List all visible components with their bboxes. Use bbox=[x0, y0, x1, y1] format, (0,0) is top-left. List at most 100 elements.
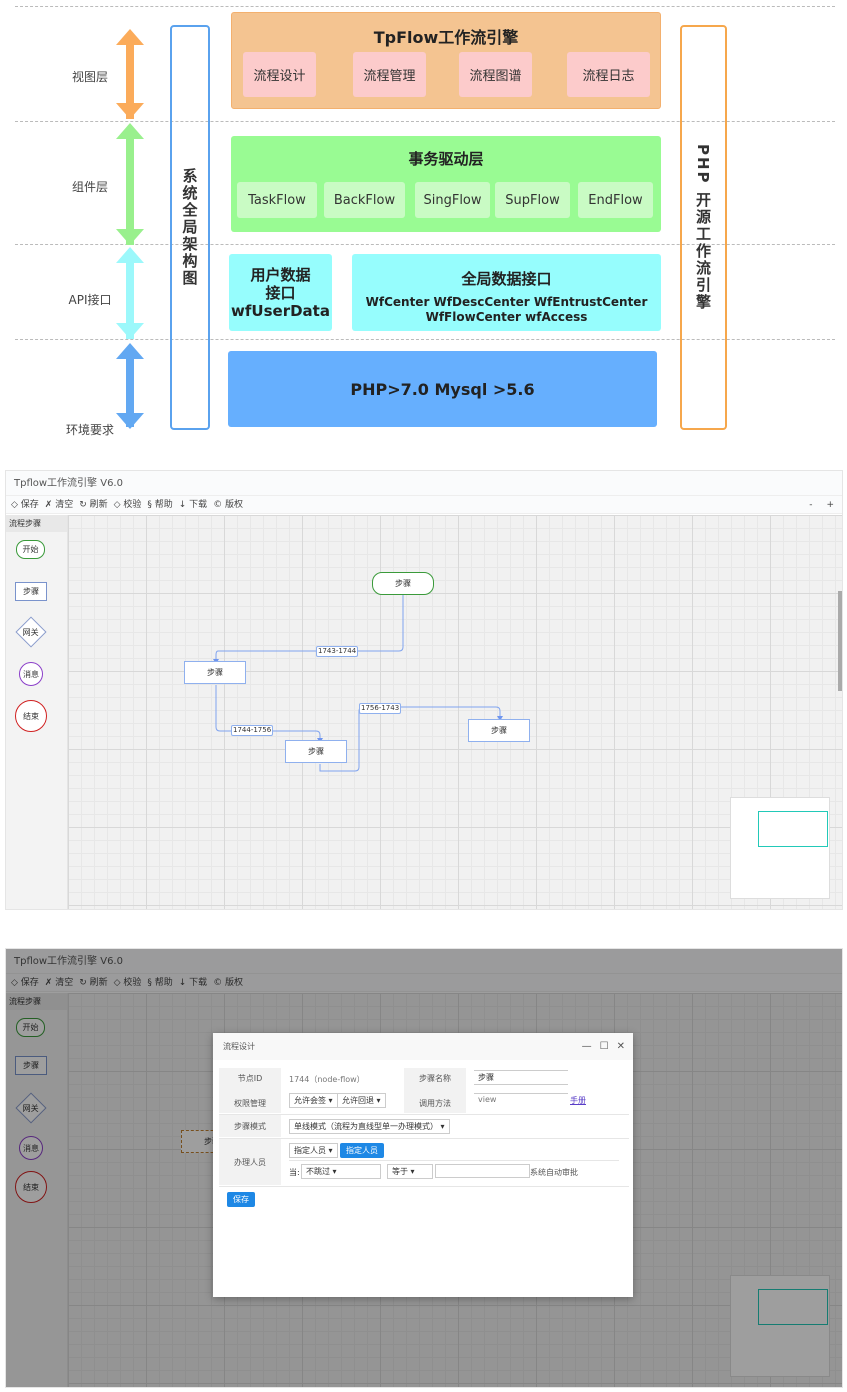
component-item: BackFlow bbox=[324, 182, 405, 218]
labels-block-2: 步骤名称 调用方法 bbox=[404, 1068, 466, 1113]
validate-button[interactable]: ◇ 校验 bbox=[113, 500, 142, 510]
step-name-input[interactable]: 步骤 bbox=[474, 1070, 568, 1085]
rollback-value: 允许回退 bbox=[342, 1096, 374, 1105]
global-data-api-title: 全局数据接口 bbox=[461, 270, 552, 288]
minimize-icon[interactable]: — bbox=[581, 1041, 592, 1052]
view-item: 流程图谱 bbox=[459, 52, 532, 97]
minimap-viewport[interactable] bbox=[758, 1289, 828, 1325]
layer-label: 组件层 bbox=[71, 180, 108, 194]
mode-label: 步骤模式 bbox=[219, 1115, 281, 1137]
palette-title: 流程步骤 bbox=[6, 993, 67, 1010]
app-title: Tpflow工作流引擎 V6.0 bbox=[6, 471, 842, 496]
user-data-api-box: 用户数据接口 wfUserData bbox=[229, 254, 332, 331]
save-button[interactable]: ◇ 保存 bbox=[11, 500, 39, 510]
rollback-select[interactable]: 允许回退 ▾ bbox=[337, 1093, 386, 1108]
palette-end[interactable]: 结束 bbox=[15, 700, 47, 732]
component-item: EndFlow bbox=[578, 182, 653, 218]
palette-start[interactable]: 开始 bbox=[16, 540, 45, 559]
clear-button[interactable]: ✗ 清空 bbox=[44, 500, 74, 510]
method-input[interactable]: view bbox=[474, 1093, 568, 1105]
flow-node-start[interactable]: 步骤 bbox=[372, 572, 434, 595]
close-icon[interactable]: ✕ bbox=[616, 1041, 625, 1052]
palette-message[interactable]: 消息 bbox=[19, 662, 43, 686]
minimap[interactable] bbox=[730, 1275, 830, 1377]
layer-arrows-icon bbox=[116, 29, 144, 429]
component-item: SupFlow bbox=[495, 182, 570, 218]
flow-node[interactable]: 步骤 bbox=[285, 740, 347, 763]
palette-gateway-label: 网关 bbox=[23, 627, 39, 637]
edge-label[interactable]: 1743-1744 bbox=[316, 646, 359, 657]
method-label: 调用方法 bbox=[419, 1098, 451, 1108]
palette-step[interactable]: 步骤 bbox=[15, 1056, 47, 1075]
step-name-label: 步骤名称 bbox=[419, 1073, 451, 1083]
edge-label[interactable]: 1744-1756 bbox=[231, 725, 274, 736]
download-button[interactable]: ↓ 下载 bbox=[178, 978, 208, 988]
refresh-button[interactable]: ↻ 刷新 bbox=[79, 500, 108, 510]
maximize-icon[interactable]: ☐ bbox=[599, 1041, 609, 1052]
countersign-value: 允许会签 bbox=[294, 1096, 326, 1105]
refresh-button[interactable]: ↻ 刷新 bbox=[79, 978, 108, 988]
handler-select[interactable]: 指定人员 ▾ bbox=[289, 1143, 338, 1158]
app-title: Tpflow工作流引擎 V6.0 bbox=[6, 949, 842, 974]
help-button[interactable]: § 帮助 bbox=[147, 978, 173, 988]
condition-value-2: 等于 bbox=[392, 1167, 408, 1176]
layer-label: 视图层 bbox=[71, 70, 108, 84]
edges bbox=[213, 594, 503, 772]
left-banner: 系统全局架构图 bbox=[170, 25, 210, 430]
palette-start[interactable]: 开始 bbox=[16, 1018, 45, 1037]
palette-title: 流程步骤 bbox=[6, 515, 67, 532]
manual-link[interactable]: 手册 bbox=[570, 1096, 586, 1105]
mode-value: 单线模式（流程为直线型单一办理模式） bbox=[294, 1122, 438, 1131]
global-data-api-items: WfCenter WfDescCenter WfEntrustCenter Wf… bbox=[365, 295, 648, 324]
toolbar: ◇ 保存 ✗ 清空 ↻ 刷新 ◇ 校验 § 帮助 ↓ 下载 © 版权 - + bbox=[6, 496, 842, 514]
flow-node[interactable]: 步骤 bbox=[468, 719, 530, 742]
palette-end[interactable]: 结束 bbox=[15, 1171, 47, 1203]
flow-node[interactable]: 步骤 bbox=[184, 661, 246, 684]
copyright-button[interactable]: © 版权 bbox=[213, 978, 244, 988]
handler-value: 指定人员 bbox=[294, 1146, 326, 1155]
flow-designer-dialog-view: Tpflow工作流引擎 V6.0 ◇ 保存 ✗ 清空 ↻ 刷新 ◇ 校验 § 帮… bbox=[5, 948, 843, 1388]
condition-value-input[interactable] bbox=[435, 1164, 530, 1178]
right-banner: PHP 开源工作流引擎 bbox=[680, 25, 727, 430]
minimap[interactable] bbox=[730, 797, 830, 899]
env-box: PHP>7.0 Mysql >5.6 bbox=[228, 351, 657, 427]
condition-prefix: 当: bbox=[289, 1168, 300, 1177]
mode-select[interactable]: 单线模式（流程为直线型单一办理模式） ▾ bbox=[289, 1119, 450, 1134]
step-properties-dialog: 流程设计 — ☐ ✕ 节点ID 权限管理 1744（node-flow） 步骤名称 … bbox=[213, 1033, 633, 1297]
zoom-in-button[interactable]: + bbox=[826, 500, 834, 510]
palette-step[interactable]: 步骤 bbox=[15, 582, 47, 601]
view-layer-title: TpFlow工作流引擎 bbox=[373, 28, 519, 47]
palette: 流程步骤 开始 步骤 网关 消息 结束 bbox=[6, 515, 68, 909]
view-item: 流程日志 bbox=[567, 52, 650, 97]
edge-label[interactable]: 1756-1743 bbox=[359, 703, 402, 714]
save-step-button[interactable]: 保存 bbox=[227, 1192, 255, 1207]
dialog-title: 流程设计 — ☐ ✕ bbox=[213, 1033, 633, 1060]
condition-select-2[interactable]: 等于 ▾ bbox=[387, 1164, 433, 1179]
scrollbar[interactable] bbox=[838, 591, 842, 691]
component-item: SingFlow bbox=[415, 182, 490, 218]
global-data-api-box: 全局数据接口 WfCenter WfDescCenter WfEntrustCe… bbox=[352, 254, 661, 331]
help-button[interactable]: § 帮助 bbox=[147, 500, 173, 510]
condition-select-1[interactable]: 不跳过 ▾ bbox=[301, 1164, 381, 1179]
palette-gateway[interactable]: 网关 bbox=[15, 616, 47, 648]
flow-designer: Tpflow工作流引擎 V6.0 ◇ 保存 ✗ 清空 ↻ 刷新 ◇ 校验 § 帮… bbox=[5, 470, 843, 910]
clear-button[interactable]: ✗ 清空 bbox=[44, 978, 74, 988]
assign-handler-button[interactable]: 指定人员 bbox=[340, 1143, 384, 1158]
canvas[interactable]: 步骤 步骤 步骤 步骤 1743-1744 1744-1756 1756-174… bbox=[68, 515, 842, 909]
validate-button[interactable]: ◇ 校验 bbox=[113, 978, 142, 988]
countersign-select[interactable]: 允许会签 ▾ bbox=[289, 1093, 338, 1108]
copyright-button[interactable]: © 版权 bbox=[213, 500, 244, 510]
toolbar: ◇ 保存 ✗ 清空 ↻ 刷新 ◇ 校验 § 帮助 ↓ 下载 © 版权 bbox=[6, 974, 842, 992]
save-button[interactable]: ◇ 保存 bbox=[11, 978, 39, 988]
download-button[interactable]: ↓ 下载 bbox=[178, 500, 208, 510]
edge-1743-1744 bbox=[215, 594, 404, 661]
node-id-value: 1744（node-flow） bbox=[289, 1075, 365, 1084]
user-data-api-name: wfUserData bbox=[231, 301, 330, 320]
condition-suffix: 系统自动审批 bbox=[530, 1168, 578, 1177]
zoom-out-button[interactable]: - bbox=[809, 500, 813, 510]
user-data-api-title: 用户数据接口 bbox=[250, 265, 311, 302]
minimap-viewport[interactable] bbox=[758, 811, 828, 847]
dialog-title-text: 流程设计 bbox=[223, 1042, 255, 1051]
palette-message[interactable]: 消息 bbox=[19, 1136, 43, 1160]
palette: 流程步骤 开始 步骤 网关 消息 结束 bbox=[6, 993, 68, 1387]
